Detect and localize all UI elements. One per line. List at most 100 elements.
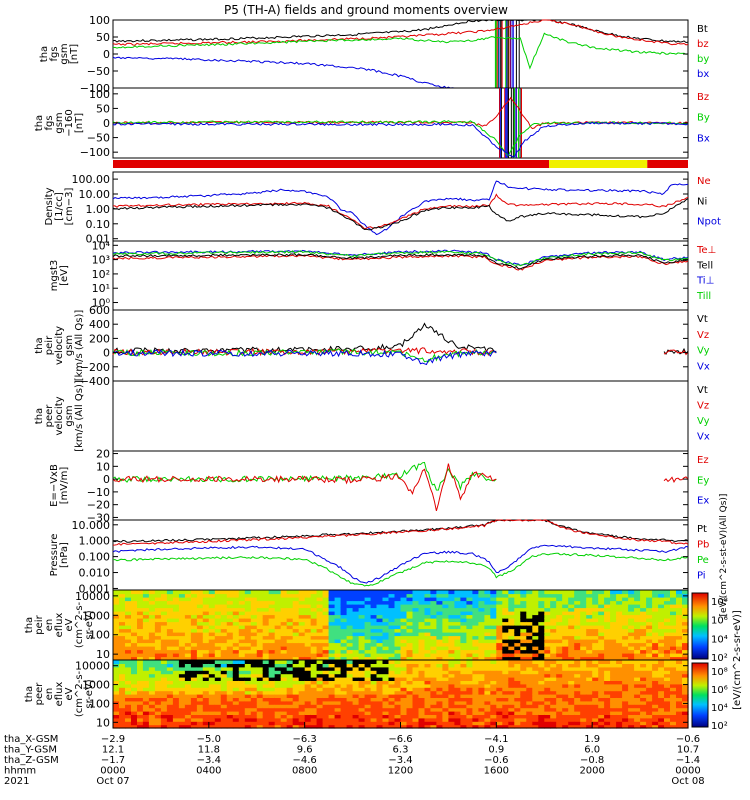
ytick-label: 10⁰ (92, 297, 111, 310)
legend-entry-pressure: Pb (697, 540, 709, 551)
series-fgs_gse-2 (112, 121, 689, 158)
ytick-label: 10¹ (92, 282, 110, 295)
ylabel-electron_velocity: gsm (64, 405, 75, 426)
xaxis-row-value: −4.1 (484, 734, 508, 745)
colorbar-1 (691, 662, 709, 728)
ylabel-fgs_gse: tha (34, 115, 45, 131)
series-efield-2 (663, 476, 689, 483)
ylabel-electron_spectrogram: en (44, 688, 55, 701)
legend-entry-ion_velocity: Vz (697, 330, 709, 341)
panel-fgs_gsm: 100 50 0 −50 −100 tha fgs gsm [nT] Bt bz by bx (39, 14, 709, 95)
series-ion_velocity-0 (112, 322, 497, 355)
xaxis-row-value: −4.6 (293, 755, 317, 766)
legend-entry-temperature: Till (696, 291, 711, 302)
ytick-label: 1.000 (79, 535, 111, 548)
ytick-label: 50 (96, 102, 110, 115)
ytick-label: 0.100 (79, 551, 111, 564)
xaxis-row-label: 2021 (4, 776, 29, 787)
ytick-label: 10³ (92, 254, 110, 267)
ylabel-ion_velocity: velocity (54, 326, 65, 365)
ytick-label: 0 (103, 347, 110, 360)
ytick-label: −200 (80, 361, 110, 374)
ytick-label: 20 (96, 448, 110, 461)
legend-entry-fgs_gsm: by (697, 54, 709, 65)
xaxis-row-value: 1.9 (584, 734, 600, 745)
series-fgs_gsm-2 (112, 32, 689, 70)
ytick-label: −400 (80, 375, 110, 388)
legend-entry-fgs_gse: Bz (697, 92, 709, 103)
panel-frame-fgs_gsm (112, 19, 689, 89)
legend-entry-pressure: Pe (697, 555, 709, 566)
series-temperature-1 (112, 250, 689, 267)
ylabel-ion_spectrogram: sr-eV) (84, 610, 95, 639)
xaxis-row-value: −0.6 (676, 734, 700, 745)
series-pressure-3 (113, 552, 689, 587)
ytick-label: 600 (89, 304, 110, 317)
ytick-label: 0 (103, 117, 110, 130)
ytick-label: 10.00 (79, 188, 111, 201)
ytick-label: −10 (87, 486, 110, 499)
colorbar-tick: 10⁸ (711, 597, 728, 608)
ytick-label: 1.00 (86, 203, 111, 216)
xaxis-row-value: −1.7 (101, 755, 125, 766)
ytick-label: 0.010 (79, 567, 111, 580)
series-fgs_gse-1 (112, 120, 689, 157)
colorbar-tick: 10⁶ (711, 685, 728, 696)
series-temperature-3 (112, 253, 689, 270)
series-ion_velocity-5 (663, 349, 689, 356)
noise-spikes-fgs_gse (499, 88, 522, 158)
ylabel-ion_spectrogram: tha (24, 617, 35, 633)
ytick-label: 10000 (75, 660, 110, 673)
ytick-label: 1000 (82, 609, 110, 622)
xaxis-row-value: 0400 (196, 766, 221, 777)
panel-frame-pressure (112, 519, 689, 591)
xaxis-row-value: 1200 (388, 766, 413, 777)
ylabel-temperature: [eV] (59, 265, 70, 286)
series-pressure-0 (112, 519, 689, 543)
ylabel-ion_spectrogram: eflux (54, 613, 65, 638)
series-density-1 (113, 193, 689, 230)
plot-title: P5 (TH-A) fields and ground moments over… (224, 3, 508, 17)
ylabel-electron_velocity: velocity (54, 396, 65, 435)
panel-frame-ion_velocity (112, 309, 689, 382)
panel-pressure: 10.000 1.000 0.100 0.010 0.001 Pressure [nPa] P… (49, 519, 709, 596)
ytick-label: 10000 (75, 590, 110, 603)
xaxis-row-value: Oct 08 (671, 776, 704, 787)
legend-entry-ion_velocity: Vt (697, 314, 708, 325)
series-temperature-2 (112, 254, 689, 271)
ytick-label: 100.00 (72, 173, 111, 186)
series-fgs_gsm-0 (112, 19, 689, 44)
panel-ion_spectrogram: 10000 1000 100 10 tha peir en eflux eV (cm^2-s-sr… (24, 589, 689, 661)
ylabel-electron_velocity: peer (44, 404, 55, 428)
panel-electron_spectrogram: 10000 1000 100 10 tha peer en eflux eV (cm^2-s-sr… (24, 659, 689, 729)
ylabel-ion_velocity: peir (44, 335, 55, 355)
ytick-label: 0 (103, 473, 110, 486)
ylabel-ion_spectrogram: eV (64, 618, 75, 631)
xaxis-row-value: 0000 (100, 766, 125, 777)
xaxis-row-value: −3.4 (197, 755, 221, 766)
ytick-label: 100 (89, 14, 110, 27)
ylabel-pressure: [nPa] (59, 542, 70, 568)
ytick-label: 1000 (82, 679, 110, 692)
legend-entry-efield: Ex (697, 496, 709, 507)
panel-frame-electron_velocity (112, 380, 689, 452)
colorbar-tick: 10⁶ (711, 616, 728, 627)
ylabel-density: [cm−3] (64, 188, 75, 226)
ylabel-efield: E=−VxB (49, 464, 60, 507)
legend-entry-temperature: Te⊥ (696, 245, 716, 256)
xaxis-row-label: tha_Y-GSM (4, 745, 57, 756)
ytick-label: 0.10 (86, 218, 111, 231)
ylabel-efield: [mV/m] (59, 467, 70, 505)
spectrogram-cells-electron_spectrogram (113, 660, 689, 729)
xaxis-row-value: 6.3 (393, 745, 409, 756)
legend-entry-fgs_gsm: bx (697, 69, 709, 80)
series-fgs_gsm-3 (112, 56, 461, 89)
ylabel-electron_spectrogram: eV (64, 687, 75, 700)
xaxis-row-value: 0800 (292, 766, 317, 777)
xaxis-row-value: 0000 (675, 766, 700, 777)
ylabel-pressure: Pressure (49, 534, 60, 577)
series-fgs_gsm-1 (112, 19, 689, 46)
